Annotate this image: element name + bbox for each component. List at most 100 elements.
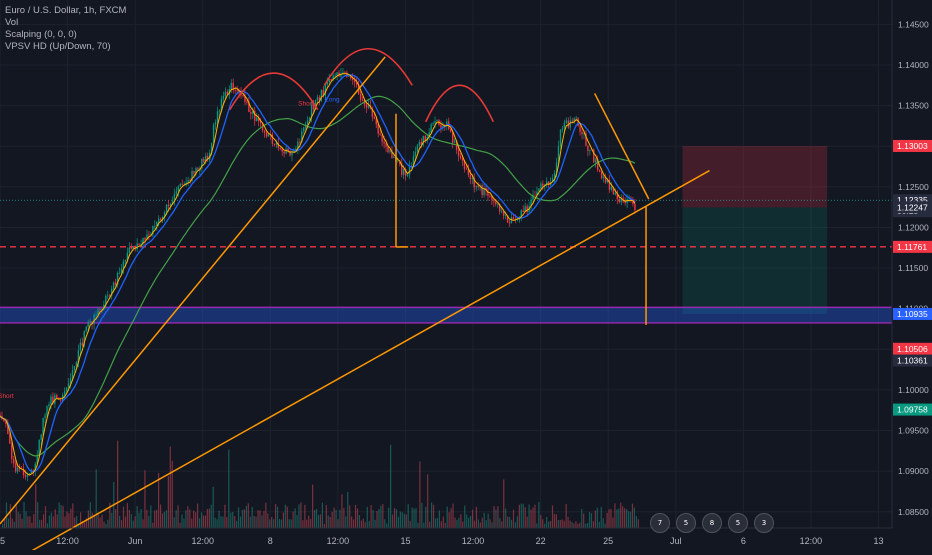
trendline — [22, 169, 710, 555]
candle-body — [112, 282, 115, 289]
volume-bar — [384, 519, 386, 528]
price-label-box — [893, 354, 932, 367]
volume-bar — [234, 516, 236, 528]
candle-body — [348, 76, 350, 77]
volume-bar — [111, 512, 113, 528]
volume-bar — [460, 514, 462, 528]
event-count: 5 — [683, 519, 689, 527]
volume-bar — [612, 517, 614, 528]
candle-body — [9, 434, 11, 444]
volume-bar — [115, 509, 117, 528]
volume-bar — [243, 509, 245, 528]
volume-bar — [302, 520, 304, 528]
volume-bar — [351, 516, 353, 528]
candle-body — [195, 168, 197, 174]
time-tick-label: 13 — [873, 536, 883, 546]
ma-slow-line — [0, 95, 636, 457]
event-badge[interactable]: 5 — [676, 513, 696, 533]
pattern-arc — [229, 72, 319, 111]
volume-bar — [216, 519, 218, 528]
time-tick-label: 15 — [400, 536, 410, 546]
volume-bar — [284, 504, 286, 528]
candle-body — [557, 146, 560, 163]
volume-bar — [54, 509, 56, 528]
event-badge[interactable]: 3 — [754, 513, 774, 533]
candle-body — [73, 366, 76, 371]
candle-body — [424, 135, 426, 141]
candle-body — [287, 148, 289, 152]
volume-bar — [74, 517, 76, 528]
price-tick-label: 1.12000 — [898, 222, 929, 232]
volume-bar — [2, 523, 4, 528]
volume-bar — [80, 512, 82, 528]
candle-body — [334, 75, 336, 77]
volume-bar — [68, 513, 70, 528]
candle-body — [179, 183, 181, 187]
volume-bar — [263, 511, 265, 528]
volume-bar — [161, 513, 164, 528]
candle-body — [559, 129, 562, 147]
volume-bar — [622, 506, 624, 528]
candle-body — [5, 420, 7, 425]
candle-body — [152, 226, 154, 235]
candle-body — [263, 130, 266, 133]
candle-body — [355, 82, 358, 85]
candle-body — [201, 159, 203, 168]
candle-body — [116, 272, 119, 285]
volume-bar — [536, 523, 538, 528]
volume-bar — [530, 509, 532, 528]
volume-bar — [600, 506, 602, 528]
volume-bar — [606, 513, 608, 528]
candle-body — [210, 143, 213, 153]
candle-body — [124, 259, 127, 262]
candle-body — [593, 149, 595, 163]
candle-body — [316, 97, 319, 100]
volume-bar — [442, 516, 444, 528]
volume-bar — [432, 504, 435, 528]
volume-bar — [583, 513, 585, 528]
candle-body — [99, 309, 101, 310]
volume-bar — [587, 523, 589, 528]
candle-body — [630, 198, 632, 201]
volume-bar — [317, 514, 320, 528]
volume-indicator-label: Vol — [5, 17, 19, 28]
candle-body — [259, 121, 262, 123]
volume-bar — [335, 509, 337, 528]
candle-body — [436, 120, 438, 122]
volume-bar — [130, 513, 132, 528]
candle-body — [95, 314, 97, 316]
volume-bar — [33, 514, 35, 528]
volume-bar — [9, 504, 11, 528]
candle-body — [359, 93, 362, 100]
volume-bar — [185, 510, 187, 528]
candle-body — [532, 194, 534, 200]
price-label-box — [893, 342, 932, 355]
candle-body — [214, 122, 217, 125]
volume-bar — [477, 519, 479, 528]
volume-bar — [91, 512, 93, 528]
volume-bar — [534, 504, 536, 528]
symbol-title: Euro / U.S. Dollar, 1h, FXCM — [5, 5, 127, 16]
event-badge[interactable]: 8 — [702, 513, 722, 533]
candle-body — [40, 434, 42, 440]
event-badge[interactable]: 7 — [650, 513, 670, 533]
candle-body — [451, 131, 454, 143]
volume-bar — [265, 502, 267, 528]
candle-body — [581, 131, 583, 135]
volume-bar — [41, 519, 43, 528]
candle-body — [602, 176, 605, 179]
candle-body — [132, 247, 134, 249]
candle-body — [548, 181, 550, 185]
candle-body — [207, 155, 209, 160]
volume-bar — [512, 509, 515, 528]
candle-body — [118, 272, 121, 274]
volume-bar — [491, 522, 493, 528]
candle-body — [324, 84, 327, 96]
volume-bar — [563, 520, 565, 528]
volume-bar — [232, 511, 234, 528]
volume-bar — [514, 522, 517, 528]
event-badge[interactable]: 5 — [728, 513, 748, 533]
volume-bar — [286, 506, 288, 528]
